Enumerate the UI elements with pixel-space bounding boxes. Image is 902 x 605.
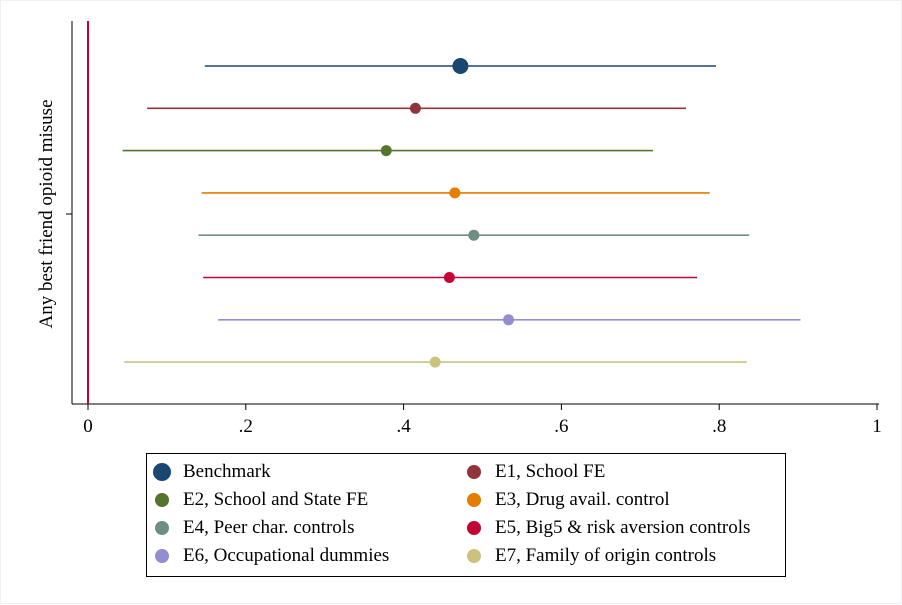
point-estimate-1 <box>409 102 421 114</box>
legend-marker-7 <box>467 549 481 563</box>
legend-marker-0 <box>153 463 171 481</box>
legend-marker-4 <box>155 521 169 535</box>
legend-item-4: E4, Peer char. controls <box>153 516 354 540</box>
legend-label-0: Benchmark <box>183 461 271 482</box>
legend-label-1: E1, School FE <box>495 461 606 482</box>
series-7 <box>124 356 747 368</box>
point-estimate-5 <box>443 272 455 283</box>
legend-marker-5 <box>467 521 481 535</box>
point-estimate-3 <box>449 187 461 199</box>
series-5 <box>203 272 698 283</box>
series-0 <box>204 58 717 74</box>
legend-label-6: E6, Occupational dummies <box>183 545 390 566</box>
legend-label-2: E2, School and State FE <box>183 489 369 510</box>
legend-item-1: E1, School FE <box>465 460 605 484</box>
legend-item-5: E5, Big5 & risk aversion controls <box>465 516 750 540</box>
x-tick-label-4: .8 <box>712 416 726 437</box>
point-estimate-7 <box>429 356 441 368</box>
legend: Benchmark E1, School FE E2, School and Sta… <box>146 453 786 577</box>
legend-label-5: E5, Big5 & risk aversion controls <box>495 517 751 538</box>
legend-marker-1 <box>467 465 481 479</box>
series-2 <box>122 145 653 157</box>
x-tick-label-1: .2 <box>239 416 253 437</box>
x-tick-label-5: 1 <box>872 416 882 437</box>
point-estimate-6 <box>503 314 515 326</box>
series-4 <box>198 229 750 241</box>
point-estimate-4 <box>468 229 480 241</box>
series-3 <box>201 187 710 199</box>
point-estimate-0 <box>452 58 469 74</box>
y-axis-title: Any best friend opioid misuse <box>36 99 57 328</box>
legend-label-7: E7, Family of origin controls <box>495 545 717 566</box>
legend-item-3: E3, Drug avail. control <box>465 488 670 512</box>
legend-item-2: E2, School and State FE <box>153 488 368 512</box>
legend-item-7: E7, Family of origin controls <box>465 544 716 568</box>
axes: 0 .2 .4 .6 .8 1 <box>66 21 882 437</box>
x-tick-label-2: .4 <box>396 416 411 437</box>
legend-label-4: E4, Peer char. controls <box>183 517 355 538</box>
legend-item-6: E6, Occupational dummies <box>153 544 389 568</box>
legend-label-3: E3, Drug avail. control <box>495 489 670 510</box>
point-estimate-2 <box>380 145 392 157</box>
legend-marker-2 <box>155 493 169 507</box>
series-1 <box>147 102 687 114</box>
x-tick-label-3: .6 <box>554 416 568 437</box>
series-6 <box>218 314 801 326</box>
series-layer <box>122 58 801 368</box>
legend-marker-3 <box>467 493 481 507</box>
legend-marker-6 <box>155 549 169 563</box>
x-tick-label-0: 0 <box>83 416 93 437</box>
legend-item-0: Benchmark <box>153 460 271 484</box>
